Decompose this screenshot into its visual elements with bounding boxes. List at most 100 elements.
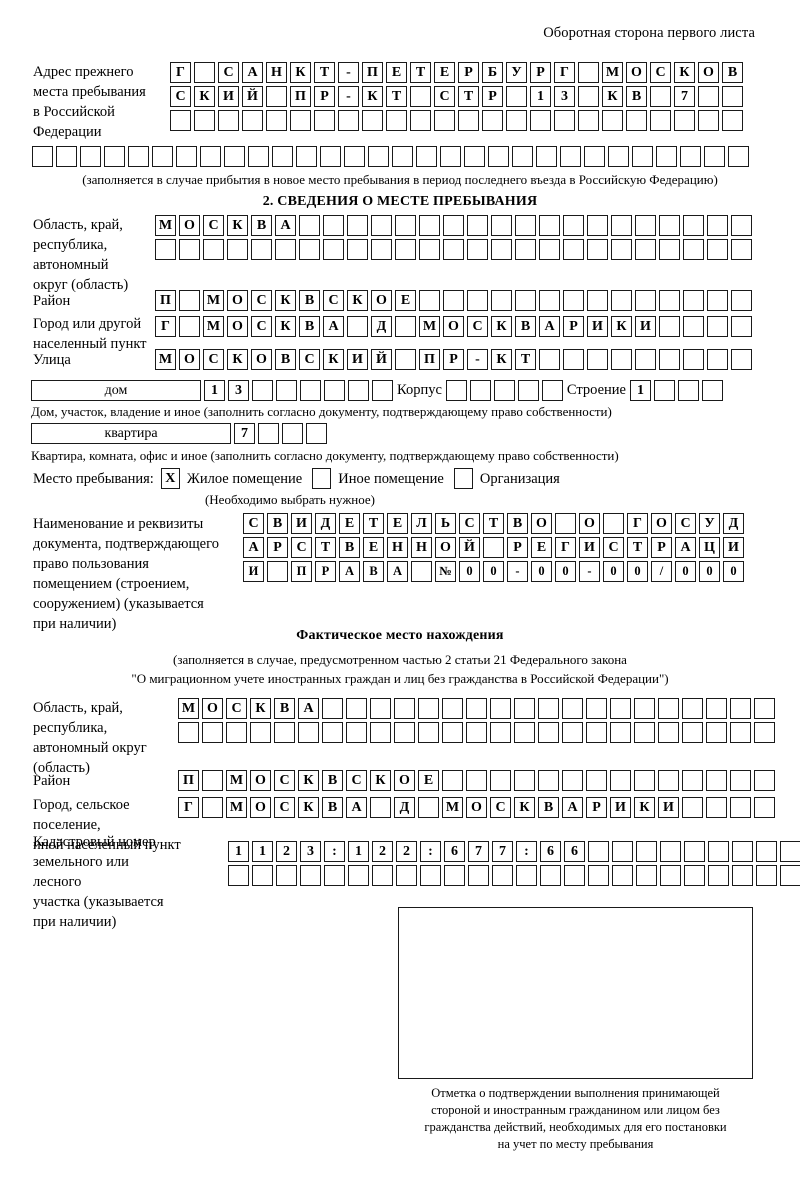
char-cell[interactable] — [80, 146, 101, 167]
char-cell[interactable]: И — [587, 316, 608, 337]
char-cell[interactable]: С — [650, 62, 671, 83]
char-cell[interactable] — [706, 770, 727, 791]
char-cell[interactable]: О — [250, 770, 271, 791]
char-cell[interactable]: М — [155, 215, 176, 236]
char-cell[interactable] — [730, 722, 751, 743]
char-cell[interactable]: В — [722, 62, 743, 83]
char-cell[interactable]: О — [466, 797, 487, 818]
char-cell[interactable] — [683, 349, 704, 370]
char-cell[interactable]: В — [274, 698, 295, 719]
checkbox-other-premises[interactable] — [312, 468, 332, 489]
char-cell[interactable]: Т — [386, 86, 407, 107]
char-cell[interactable]: Р — [507, 537, 528, 558]
char-cell[interactable] — [538, 722, 559, 743]
char-cell[interactable] — [371, 215, 392, 236]
char-cell[interactable] — [732, 865, 753, 886]
char-cell[interactable]: М — [178, 698, 199, 719]
char-cell[interactable]: М — [419, 316, 440, 337]
char-cell[interactable] — [650, 110, 671, 131]
char-cell[interactable] — [179, 239, 200, 260]
char-cell[interactable] — [203, 239, 224, 260]
char-cell[interactable] — [588, 865, 609, 886]
char-cell[interactable]: Г — [178, 797, 199, 818]
char-cell[interactable]: К — [290, 62, 311, 83]
char-cell[interactable] — [490, 722, 511, 743]
char-cell[interactable]: О — [435, 537, 456, 558]
char-cell[interactable] — [706, 698, 727, 719]
char-cell[interactable]: С — [291, 537, 312, 558]
char-cell[interactable]: М — [203, 316, 224, 337]
char-cell[interactable]: С — [203, 349, 224, 370]
char-cell[interactable]: К — [298, 797, 319, 818]
char-cell[interactable] — [396, 865, 417, 886]
char-cell[interactable] — [410, 110, 431, 131]
char-cell[interactable] — [444, 865, 465, 886]
char-cell[interactable] — [282, 423, 303, 444]
char-cell[interactable] — [418, 698, 439, 719]
char-cell[interactable] — [362, 110, 383, 131]
char-cell[interactable]: Т — [314, 62, 335, 83]
char-cell[interactable]: 0 — [555, 561, 576, 582]
char-cell[interactable] — [586, 770, 607, 791]
char-cell[interactable] — [299, 239, 320, 260]
char-cell[interactable]: И — [658, 797, 679, 818]
char-cell[interactable] — [466, 698, 487, 719]
char-cell[interactable]: И — [579, 537, 600, 558]
char-cell[interactable] — [610, 722, 631, 743]
char-cell[interactable]: У — [506, 62, 527, 83]
char-cell[interactable] — [314, 110, 335, 131]
char-cell[interactable] — [491, 290, 512, 311]
char-cell[interactable]: М — [442, 797, 463, 818]
char-cell[interactable] — [611, 215, 632, 236]
char-cell[interactable]: О — [579, 513, 600, 534]
char-cell[interactable] — [482, 110, 503, 131]
char-cell[interactable]: К — [298, 770, 319, 791]
char-cell[interactable]: Н — [387, 537, 408, 558]
char-cell[interactable] — [578, 110, 599, 131]
char-cell[interactable] — [228, 865, 249, 886]
char-cell[interactable]: 0 — [531, 561, 552, 582]
char-cell[interactable] — [395, 316, 416, 337]
char-cell[interactable]: К — [634, 797, 655, 818]
char-cell[interactable] — [704, 146, 725, 167]
char-cell[interactable]: С — [203, 215, 224, 236]
char-cell[interactable]: О — [250, 797, 271, 818]
char-cell[interactable] — [322, 698, 343, 719]
char-cell[interactable]: И — [635, 316, 656, 337]
char-cell[interactable] — [536, 146, 557, 167]
char-cell[interactable] — [603, 513, 624, 534]
char-cell[interactable] — [370, 698, 391, 719]
char-cell[interactable] — [372, 380, 393, 401]
char-cell[interactable] — [587, 290, 608, 311]
char-cell[interactable] — [515, 239, 536, 260]
char-cell[interactable]: : — [516, 841, 537, 862]
char-cell[interactable] — [540, 865, 561, 886]
char-cell[interactable]: Е — [531, 537, 552, 558]
char-cell[interactable]: 0 — [675, 561, 696, 582]
char-cell[interactable] — [701, 380, 723, 401]
char-cell[interactable] — [660, 841, 681, 862]
char-cell[interactable] — [754, 722, 775, 743]
char-cell[interactable]: О — [227, 290, 248, 311]
char-cell[interactable] — [178, 722, 199, 743]
char-cell[interactable] — [730, 698, 751, 719]
char-cell[interactable]: Н — [266, 62, 287, 83]
char-cell[interactable] — [610, 698, 631, 719]
char-cell[interactable] — [434, 110, 455, 131]
char-cell[interactable] — [202, 770, 223, 791]
char-cell[interactable]: А — [275, 215, 296, 236]
char-cell[interactable] — [562, 770, 583, 791]
char-cell[interactable] — [368, 146, 389, 167]
char-cell[interactable] — [443, 239, 464, 260]
char-cell[interactable] — [650, 86, 671, 107]
char-cell[interactable]: К — [611, 316, 632, 337]
char-cell[interactable] — [467, 290, 488, 311]
char-cell[interactable] — [490, 770, 511, 791]
char-cell[interactable] — [562, 698, 583, 719]
char-cell[interactable] — [707, 239, 728, 260]
char-cell[interactable] — [674, 110, 695, 131]
char-cell[interactable]: К — [491, 349, 512, 370]
char-cell[interactable]: 0 — [603, 561, 624, 582]
char-cell[interactable] — [708, 865, 729, 886]
